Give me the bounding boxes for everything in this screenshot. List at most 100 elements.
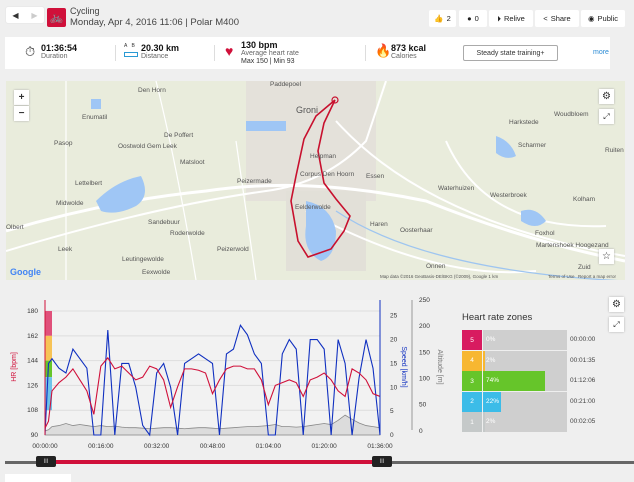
map-settings-gear-icon[interactable]: ⚙ — [599, 89, 614, 104]
map-place-label: Midwolde — [56, 200, 84, 207]
map-place-label: Sandebuur — [148, 219, 180, 226]
zone-percent: 74% — [486, 377, 500, 384]
hr-zone-row: 2 22% 00:21:00 — [462, 391, 612, 412]
x-tick-label: 01:04:00 — [256, 443, 282, 450]
map-place-label: Olbert — [6, 224, 24, 231]
favorite-star-icon[interactable]: ☆ — [599, 249, 614, 264]
map-place-label: Pasop — [54, 140, 73, 147]
chart-fullscreen-icon[interactable]: ⤢ — [609, 317, 624, 332]
chart-settings-gear-icon[interactable]: ⚙ — [609, 297, 624, 312]
training-benefit-button[interactable]: Steady state training+ — [463, 45, 558, 61]
like-button[interactable]: 👍 2 — [429, 10, 456, 27]
eye-icon: ◉ — [588, 14, 595, 23]
hr-zone-row: 3 74% 01:12:06 — [462, 371, 612, 391]
map-place-label: Eelderwolde — [295, 204, 331, 211]
map-place-label: Roderwolde — [170, 230, 205, 237]
duration-label: Duration — [41, 53, 68, 60]
hr-axis-label: HR [bpm] — [11, 352, 18, 382]
previous-button[interactable]: ◀ — [12, 10, 19, 20]
zone-time: 00:00:00 — [570, 336, 596, 343]
map-place-label: Waterhuizen — [438, 185, 475, 192]
comments-count: 0 — [474, 14, 479, 23]
hr-tick-label: 144 — [27, 358, 38, 365]
share-button[interactable]: < Share — [535, 10, 579, 27]
map-place-label: Matsloot — [180, 159, 205, 166]
route-start-marker — [331, 96, 339, 104]
relive-button[interactable]: ⏵ Relive — [489, 10, 533, 27]
hr-speed-altitude-chart[interactable]: 1801621441261089025201510502502001501005… — [0, 295, 460, 455]
terms-link[interactable]: Terms of Use — [548, 274, 575, 279]
calories-label: Calories — [391, 53, 417, 60]
zone-bar-bg: 2% — [483, 412, 567, 432]
x-tick-label: 00:00:00 — [32, 443, 58, 450]
zone-bar-fill — [483, 371, 546, 391]
map-place-label: Groni — [296, 105, 319, 115]
comments-button[interactable]: ● 0 — [459, 10, 487, 27]
distance-icon: A B — [124, 43, 138, 57]
x-tick-label: 01:36:00 — [367, 443, 393, 450]
report-map-error-link[interactable]: Report a map error — [578, 274, 617, 279]
map-place-label: Kolham — [573, 196, 596, 203]
zoom-out-button[interactable]: − — [14, 106, 29, 121]
map-place-label: Helpman — [310, 153, 337, 160]
x-tick-label: 00:32:00 — [144, 443, 170, 450]
zone-bar-bg: 74% — [483, 371, 567, 391]
zone-number: 5 — [462, 330, 482, 350]
zone-percent: 2% — [486, 356, 496, 364]
calories-value: 873 kcal — [391, 43, 427, 53]
range-slider-selection — [47, 460, 381, 464]
map-place-label: Peizermade — [237, 178, 272, 185]
hr-zone-strip — [45, 335, 52, 361]
speed-tick-label: 5 — [390, 408, 394, 415]
more-link[interactable]: more — [593, 49, 609, 56]
hr-minmax: Max 150 | Min 93 — [241, 58, 295, 65]
x-tick-label: 00:16:00 — [88, 443, 114, 450]
hr-tick-label: 126 — [27, 382, 38, 389]
hr-tick-label: 162 — [27, 333, 38, 340]
zone-bar-bg: 2% — [483, 350, 567, 371]
zoom-in-button[interactable]: + — [14, 90, 29, 105]
bottom-tab[interactable] — [5, 474, 71, 482]
map-place-label: Martenshoek Hoogezand — [536, 242, 609, 249]
zone-bar-bg: 22% — [483, 391, 567, 412]
map-place-label: Oostwold Gem Leek — [118, 143, 177, 150]
map-place-label: Eexwolde — [142, 269, 171, 276]
heart-icon: ♥ — [225, 43, 234, 59]
route-map[interactable]: Den Horn Enumatil Pasop De Poffert Oostwold … — [6, 81, 625, 280]
hr-series-line — [44, 356, 381, 429]
hr-zone-row: 1 2% 00:02:05 — [462, 412, 612, 432]
altitude-tick-label: 0 — [419, 428, 423, 435]
map-place-label: Onnen — [426, 263, 446, 270]
speed-tick-label: 15 — [390, 360, 398, 367]
speed-tick-label: 10 — [390, 384, 398, 391]
speed-series-line — [44, 324, 381, 437]
map-attribution: Map data ©2016 GeoBasis-DE/BKG (©2009), … — [380, 274, 499, 279]
next-button[interactable]: ▶ — [31, 10, 38, 20]
avg-hr-label: Average heart rate — [241, 50, 299, 57]
zone-time: 00:01:35 — [570, 356, 596, 364]
cycling-icon: 🚲 — [47, 8, 66, 27]
stopwatch-icon: ⏱ — [25, 44, 36, 59]
altitude-tick-label: 50 — [419, 402, 427, 409]
zone-time: 01:12:06 — [570, 377, 596, 384]
zone-time: 00:02:05 — [570, 418, 596, 425]
fullscreen-icon[interactable]: ⤢ — [599, 109, 614, 124]
range-end-handle[interactable]: III — [372, 456, 392, 467]
zone-number: 4 — [462, 350, 482, 371]
privacy-button[interactable]: ◉ Public — [581, 10, 625, 27]
map-place-label: Leutingewolde — [122, 256, 164, 263]
speed-tick-label: 0 — [390, 432, 394, 439]
speed-axis-label: Speed [km/h] — [400, 346, 407, 387]
activity-nav: ◀ ▶ — [6, 7, 44, 23]
duration-value: 01:36:54 — [41, 43, 78, 53]
hr-tick-label: 180 — [27, 308, 38, 315]
zone-time: 00:21:00 — [570, 397, 596, 405]
range-start-handle[interactable]: III — [36, 456, 56, 467]
sport-title: Cycling — [70, 6, 100, 16]
route-path — [290, 99, 351, 258]
map-tiles — [6, 81, 625, 280]
map-place-label: De Poffert — [164, 132, 194, 139]
altitude-series-area — [44, 414, 381, 436]
map-place-label: Woudbloem — [554, 111, 589, 118]
altitude-axis-label: Altitude [m] — [436, 349, 443, 384]
